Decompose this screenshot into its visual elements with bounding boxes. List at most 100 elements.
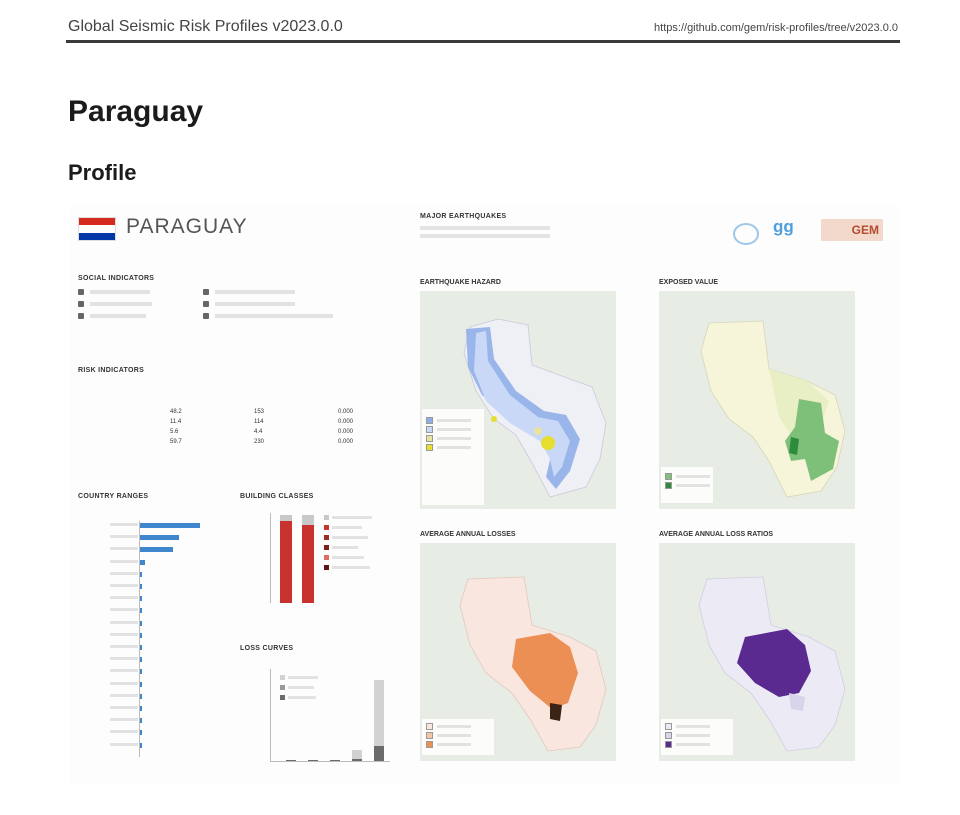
social-indicators-title: SOCIAL INDICATORS (78, 275, 155, 282)
country-range-bar (140, 632, 142, 638)
country-ranges-title: COUNTRY RANGES (78, 493, 149, 500)
major-earthquakes: MAJOR EARTHQUAKES (420, 213, 720, 238)
risk-cell: 114 (254, 419, 264, 425)
earthquake-line (420, 234, 550, 238)
country-range-bar (140, 535, 179, 541)
risk-cell: 153 (254, 409, 265, 415)
partner-logo-icon: gg (773, 217, 794, 236)
indicator-item (78, 301, 152, 308)
document-url[interactable]: https://github.com/gem/risk-profiles/tre… (654, 22, 898, 34)
map-legend-item (426, 417, 471, 424)
earthquake-line (420, 226, 550, 230)
map-legend-item (426, 444, 471, 451)
building-class-bar (302, 525, 314, 603)
loss-legend-item (280, 685, 314, 691)
flag-stripe-red (79, 218, 115, 226)
risk-cell: 48.2 (170, 409, 182, 415)
growth-icon (203, 289, 209, 295)
country-range-label (78, 681, 138, 687)
major-earthquakes-title: MAJOR EARTHQUAKES (420, 213, 507, 220)
map-earthquake-hazard: EARTHQUAKE HAZARD (420, 279, 616, 509)
risk-cell: 5.6 (170, 429, 179, 435)
country-range-label (78, 583, 138, 589)
map-legend-item (426, 741, 471, 748)
country-range-bar (140, 523, 200, 528)
paraguay-flag-icon (78, 217, 116, 241)
country-range-label (78, 644, 138, 650)
loss-curves-chart: LOSS CURVES (240, 645, 400, 785)
indicator-item (78, 313, 146, 320)
risk-cell: 0.000 (338, 409, 354, 415)
country-range-bar (140, 645, 142, 650)
country-range-label (78, 717, 138, 723)
loss-legend-item (280, 695, 316, 701)
risk-cell: 0.000 (338, 439, 354, 445)
document-title: Global Seismic Risk Profiles v2023.0.0 (68, 18, 343, 35)
building-class-bar-top (280, 515, 292, 521)
map-legend-item (665, 482, 710, 489)
risk-cell: 4.4 (254, 429, 263, 435)
risk-cell: 0.000 (338, 419, 354, 425)
risk-indicators-title: RISK INDICATORS (78, 367, 145, 374)
country-range-label (78, 632, 138, 638)
gem-logo-icon: GEM (821, 219, 883, 241)
partner-logos: gg GEM (725, 213, 895, 261)
map-legend-item (426, 732, 471, 739)
building-legend-item (324, 525, 362, 531)
country-range-label (78, 620, 138, 626)
money-icon (78, 301, 84, 307)
country-range-label (78, 534, 138, 540)
map-legend-item (426, 426, 471, 433)
country-range-bar (140, 730, 142, 736)
building-class-bar-top (302, 515, 314, 525)
country-range-label (78, 546, 138, 552)
loss-curves-title: LOSS CURVES (240, 645, 294, 652)
risk-cell: 0.000 (338, 429, 354, 435)
exposure-map-svg (659, 291, 855, 509)
loss-legend-item (280, 675, 318, 681)
map-canvas (420, 543, 616, 761)
flag-stripe-blue (79, 232, 115, 240)
map-exposed-value: EXPOSED VALUE (659, 279, 855, 509)
risk-cell: 11.4 (170, 419, 182, 425)
partner-logo-icon (733, 223, 759, 245)
loss-curve-column-base (330, 760, 340, 761)
country-range-label (78, 607, 138, 613)
gdp-icon (203, 301, 209, 307)
building-legend-item (324, 515, 372, 521)
indicator-item (78, 289, 150, 296)
map-average-annual-loss-ratios: AVERAGE ANNUAL LOSS RATIOS (659, 531, 855, 761)
loss-curve-column-base (352, 759, 362, 761)
indicator-item (203, 313, 333, 320)
building-legend-item (324, 565, 370, 571)
country-range-bar (140, 657, 142, 663)
map-legend-item (426, 723, 471, 730)
flag-stripe-white (79, 225, 115, 233)
country-range-label (78, 729, 138, 735)
country-range-bar (140, 706, 142, 711)
country-heading: Paraguay (68, 95, 204, 128)
gear-icon (203, 313, 209, 319)
document-header: Global Seismic Risk Profiles v2023.0.0 h… (66, 14, 900, 43)
country-range-label (78, 668, 138, 674)
map-canvas (659, 291, 855, 509)
country-range-bar (140, 742, 142, 748)
map-legend-item (665, 473, 710, 480)
country-range-label (78, 559, 138, 565)
indicator-item (203, 301, 295, 308)
building-classes-title: BUILDING CLASSES (240, 493, 314, 500)
country-range-bar (140, 681, 142, 687)
country-range-label (78, 705, 138, 711)
country-range-label (78, 693, 138, 699)
loss-curve-column-base (374, 746, 384, 761)
map-canvas (659, 543, 855, 761)
country-range-label (78, 571, 138, 577)
map-canvas (420, 291, 616, 509)
profile-heading: Profile (68, 160, 137, 185)
hazard-map-svg (420, 291, 616, 509)
country-range-bar (140, 571, 142, 577)
building-classes-chart: BUILDING CLASSES (240, 493, 400, 613)
country-range-label (78, 522, 138, 528)
country-range-bar (140, 596, 142, 602)
map-legend-item (665, 732, 710, 739)
